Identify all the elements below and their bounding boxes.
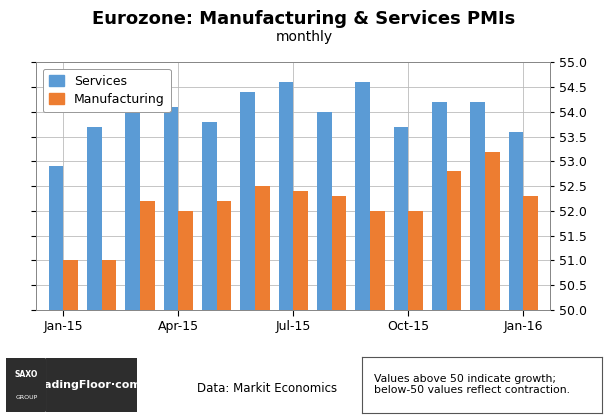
Bar [87, 127, 102, 310]
Bar [509, 132, 523, 310]
Bar [178, 211, 193, 310]
Text: SAXO: SAXO [15, 370, 38, 379]
Bar [49, 166, 63, 310]
Bar [356, 82, 370, 310]
Bar [279, 82, 293, 310]
Bar [102, 260, 116, 310]
Text: Data: Markit Economics: Data: Markit Economics [198, 382, 337, 396]
Bar [202, 122, 216, 310]
Text: Values above 50 indicate growth;
below-50 values reflect contraction.: Values above 50 indicate growth; below-5… [374, 374, 570, 395]
Bar [293, 191, 308, 310]
Bar [216, 201, 231, 310]
Text: GROUP: GROUP [15, 395, 38, 401]
Bar [140, 201, 154, 310]
Bar [394, 127, 409, 310]
Bar [471, 102, 485, 310]
Bar [370, 211, 385, 310]
Text: TradingFloor·com: TradingFloor·com [33, 380, 142, 390]
Bar [523, 196, 538, 310]
Bar [317, 112, 332, 310]
Bar [164, 107, 178, 310]
Bar [240, 92, 255, 310]
Bar [409, 211, 423, 310]
Legend: Services, Manufacturing: Services, Manufacturing [43, 69, 171, 112]
Bar [63, 260, 78, 310]
Bar [485, 151, 500, 310]
Text: Eurozone: Manufacturing & Services PMIs: Eurozone: Manufacturing & Services PMIs [92, 10, 516, 28]
Bar [447, 171, 461, 310]
Bar [255, 186, 269, 310]
Bar [432, 102, 447, 310]
Text: monthly: monthly [275, 30, 333, 44]
Bar [332, 196, 347, 310]
Bar [125, 102, 140, 310]
